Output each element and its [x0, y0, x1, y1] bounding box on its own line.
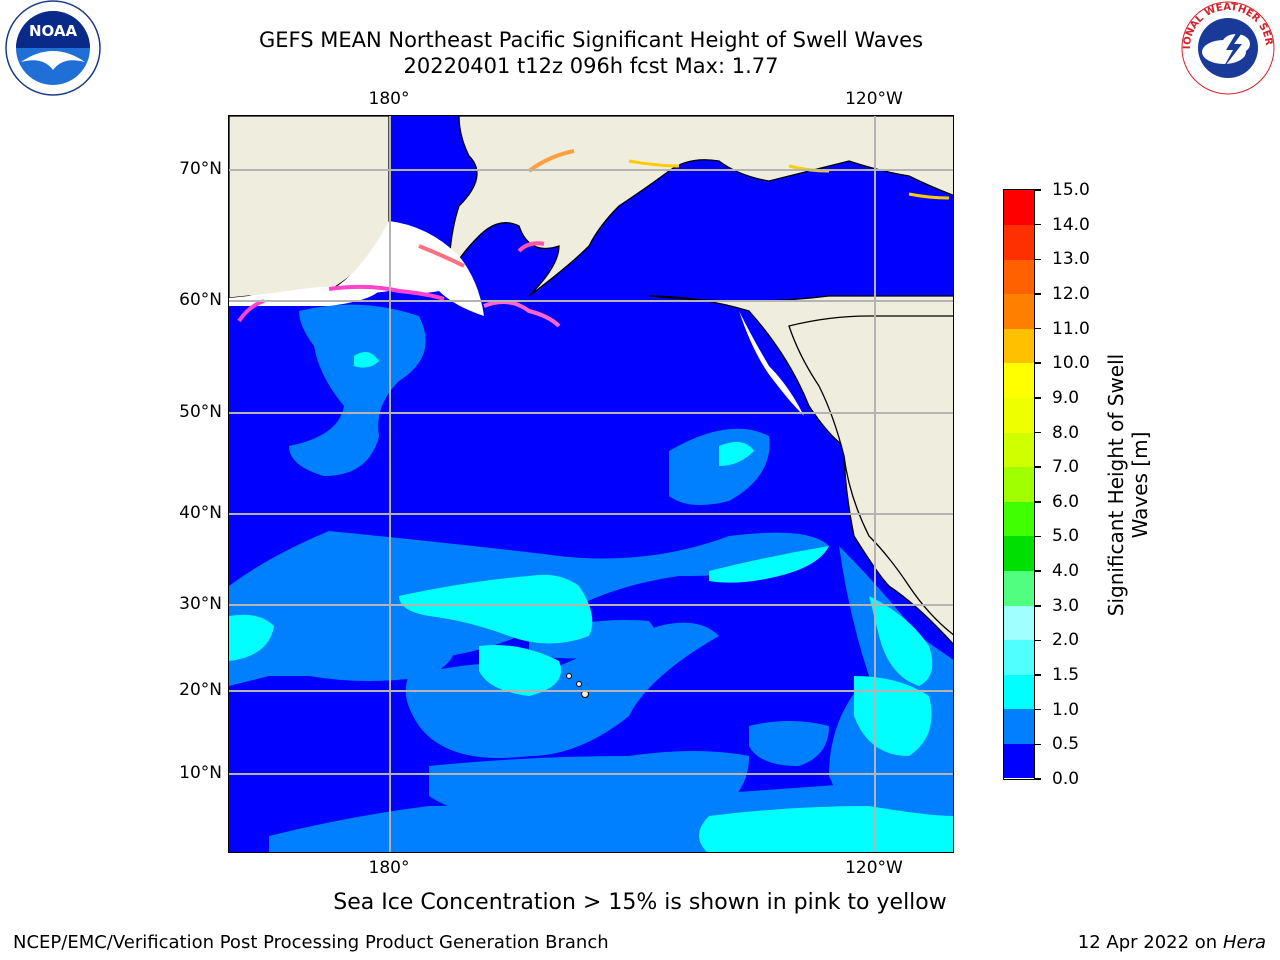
- colorbar-segment: [1004, 397, 1034, 433]
- colorbar-segment: [1004, 639, 1034, 675]
- colorbar-tick: [1035, 778, 1041, 780]
- lat-label-10n: 10°N: [179, 763, 222, 783]
- graticule: [229, 116, 953, 852]
- colorbar-tick-label: 4.0: [1052, 561, 1080, 582]
- colorbar-segment: [1004, 501, 1034, 537]
- colorbar-title: Significant Height of Swell Waves [m]: [1104, 353, 1152, 617]
- colorbar-tick: [1035, 535, 1041, 538]
- colorbar-tick-label: 9.0: [1052, 387, 1080, 408]
- colorbar-tick: [1035, 639, 1041, 642]
- colorbar-tick: [1035, 327, 1041, 330]
- chart-title-line2: 20220401 t12z 096h fcst Max: 1.77: [403, 54, 779, 78]
- colorbar-tick: [1035, 743, 1041, 746]
- colorbar-tick-label: 1.0: [1052, 699, 1080, 720]
- colorbar-tick: [1035, 258, 1041, 261]
- sea-ice-note-text: Sea Ice Concentration > 15% is shown in …: [333, 890, 947, 915]
- colorbar-tick-label: 14.0: [1052, 214, 1090, 235]
- colorbar-tick-label: 10.0: [1052, 353, 1090, 374]
- colorbar-segment: [1004, 328, 1034, 364]
- colorbar-segment: [1004, 535, 1034, 571]
- colorbar-segment: [1004, 743, 1034, 779]
- colorbar-tick: [1035, 501, 1041, 503]
- colorbar-tick-label: 6.0: [1052, 491, 1080, 512]
- colorbar-tick: [1035, 674, 1041, 676]
- colorbar-tick-label: 13.0: [1052, 249, 1090, 270]
- colorbar-segment: [1004, 293, 1034, 329]
- lon-label-top-180: 180°: [368, 89, 410, 109]
- colorbar-tick-label: 8.0: [1052, 422, 1080, 443]
- colorbar-tick-label: 12.0: [1052, 283, 1090, 304]
- colorbar-tick-label: 3.0: [1052, 595, 1080, 616]
- date-value: 12 Apr 2022 on: [1077, 932, 1223, 953]
- chart-title-line1: GEFS MEAN Northeast Pacific Significant …: [258, 28, 924, 52]
- land: [229, 116, 953, 645]
- machine-name: Hera: [1222, 932, 1266, 953]
- colorbar-tick: [1035, 708, 1041, 711]
- colorbar-tick: [1035, 293, 1041, 295]
- sea-ice-note: Sea Ice Concentration > 15% is shown in …: [0, 890, 1280, 915]
- colorbar-segment: [1004, 190, 1034, 226]
- colorbar-tick-label: 2.0: [1052, 630, 1080, 651]
- colorbar-segment: [1004, 362, 1034, 399]
- swell-band-1p0: [229, 352, 953, 852]
- colorbar-tick: [1035, 570, 1041, 572]
- credit-text: NCEP/EMC/Verification Post Processing Pr…: [13, 932, 609, 953]
- date-text: 12 Apr 2022 on Hera: [1078, 932, 1266, 953]
- lat-label-30n: 30°N: [179, 594, 222, 614]
- colorbar-tick: [1035, 431, 1041, 434]
- colorbar-tick-label: 15.0: [1052, 180, 1090, 200]
- colorbar-tick-label: 0.5: [1052, 734, 1080, 755]
- lat-label-20n: 20°N: [179, 680, 222, 700]
- colorbar-segment: [1004, 570, 1034, 606]
- lon-label-bottom-180: 180°: [368, 858, 410, 878]
- colorbar-tick-label: 5.0: [1052, 526, 1080, 547]
- colorbar-segment: [1004, 224, 1034, 260]
- colorbar-tick: [1035, 466, 1041, 468]
- colorbar-tick: [1035, 189, 1041, 191]
- hawaii: [566, 673, 589, 698]
- nws-logo: NATIONAL WEATHER SERVICE: [1174, 0, 1278, 100]
- colorbar-tick: [1035, 397, 1041, 399]
- colorbar: [1003, 189, 1035, 780]
- colorbar-tick-label: 0.0: [1052, 769, 1080, 789]
- lat-label-40n: 40°N: [179, 503, 222, 523]
- colorbar-segment: [1004, 259, 1034, 295]
- lon-label-bottom-120w: 120°W: [845, 858, 903, 878]
- colorbar-segment: [1004, 605, 1034, 641]
- colorbar-tick: [1035, 223, 1041, 226]
- noaa-logo-text: NOAA: [29, 22, 78, 40]
- noaa-logo: NOAA: [3, 0, 103, 100]
- lat-label-60n: 60°N: [179, 290, 222, 310]
- map-panel: [228, 115, 954, 853]
- lat-label-50n: 50°N: [179, 402, 222, 422]
- colorbar-segment: [1004, 432, 1034, 468]
- map-canvas: [229, 116, 953, 852]
- colorbar-tick-label: 1.5: [1052, 665, 1080, 686]
- colorbar-segment: [1004, 708, 1034, 744]
- colorbar-tick-label: 7.0: [1052, 457, 1080, 478]
- lon-label-top-120w: 120°W: [845, 89, 903, 109]
- colorbar-tick: [1035, 605, 1041, 607]
- colorbar-tick: [1035, 362, 1041, 364]
- lat-label-70n: 70°N: [179, 159, 222, 179]
- colorbar-segment: [1004, 466, 1034, 502]
- colorbar-tick-label: 11.0: [1052, 318, 1090, 339]
- colorbar-segment: [1004, 674, 1034, 710]
